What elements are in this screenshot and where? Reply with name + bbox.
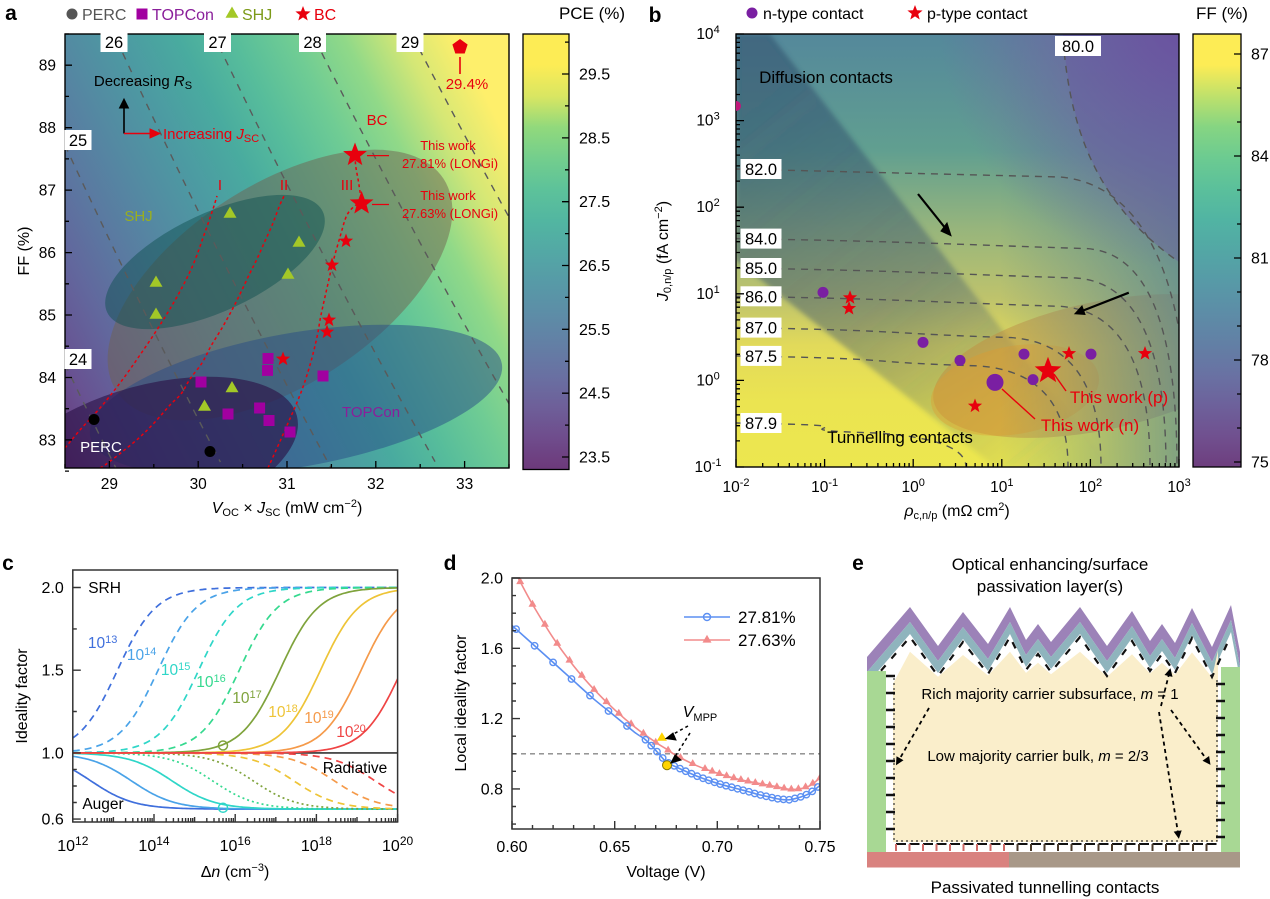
svg-text:III: III [341, 177, 354, 194]
svg-text:86: 86 [39, 245, 56, 262]
svg-text:Low majority carrier bulk, m =: Low majority carrier bulk, m = 2/3 [927, 748, 1148, 765]
svg-text:BC: BC [314, 7, 336, 24]
svg-text:b: b [649, 4, 662, 27]
svg-text:d: d [444, 552, 457, 575]
svg-text:87: 87 [1251, 47, 1269, 64]
svg-text:Decreasing RS: Decreasing RS [94, 73, 192, 92]
svg-text:27.63%: 27.63% [738, 631, 796, 650]
svg-text:84.0: 84.0 [745, 231, 777, 249]
svg-text:Radiative: Radiative [323, 760, 388, 777]
svg-text:85.0: 85.0 [745, 260, 777, 278]
svg-text:28.5: 28.5 [579, 130, 610, 147]
svg-text:0.75: 0.75 [804, 839, 835, 856]
svg-text:29.5: 29.5 [579, 67, 610, 84]
svg-text:BC: BC [367, 112, 388, 129]
svg-text:c: c [2, 552, 14, 575]
svg-text:89: 89 [39, 58, 56, 75]
svg-text:a: a [5, 2, 17, 25]
svg-text:27.81%: 27.81% [738, 608, 796, 627]
svg-text:Auger: Auger [82, 796, 123, 813]
svg-text:0.65: 0.65 [599, 839, 630, 856]
svg-text:88: 88 [39, 120, 56, 137]
svg-text:81: 81 [1251, 251, 1269, 268]
svg-text:ρc,n/p (mΩ cm2): ρc,n/p (mΩ cm2) [903, 501, 1009, 522]
svg-text:29: 29 [101, 476, 118, 493]
svg-text:Rich majority carrier subsurfa: Rich majority carrier subsurface, m = 1 [921, 686, 1178, 703]
svg-text:28: 28 [303, 34, 321, 52]
svg-text:Increasing JSC: Increasing JSC [163, 126, 259, 145]
svg-text:87.0: 87.0 [745, 320, 777, 338]
svg-text:24: 24 [69, 351, 87, 369]
svg-text:FF (%): FF (%) [16, 227, 33, 276]
svg-text:1.6: 1.6 [481, 641, 503, 658]
svg-text:VMPP: VMPP [683, 704, 718, 724]
svg-text:87: 87 [39, 183, 56, 200]
svg-text:This work: This work [420, 188, 476, 203]
svg-text:25.5: 25.5 [579, 322, 610, 339]
svg-text:32: 32 [367, 476, 384, 493]
svg-text:27.81% (LONGi): 27.81% (LONGi) [402, 156, 498, 171]
svg-text:0.70: 0.70 [702, 839, 733, 856]
svg-text:0.8: 0.8 [481, 781, 503, 798]
svg-text:80.0: 80.0 [1062, 38, 1094, 56]
svg-text:Diffusion contacts: Diffusion contacts [759, 68, 893, 87]
svg-text:29: 29 [401, 34, 419, 52]
svg-text:SHJ: SHJ [124, 208, 152, 225]
svg-text:n-type contact: n-type contact [763, 6, 864, 23]
svg-text:23.5: 23.5 [579, 450, 610, 467]
svg-text:J0,n/p (fA cm−2): J0,n/p (fA cm−2) [653, 201, 674, 302]
svg-text:2.0: 2.0 [42, 580, 64, 597]
svg-text:0.6: 0.6 [42, 812, 64, 829]
svg-text:27.63% (LONGi): 27.63% (LONGi) [402, 206, 498, 221]
svg-text:27: 27 [208, 34, 226, 52]
svg-text:25: 25 [69, 132, 87, 150]
svg-text:Voltage (V): Voltage (V) [626, 864, 705, 881]
svg-text:1.2: 1.2 [481, 711, 503, 728]
svg-text:82.0: 82.0 [745, 161, 777, 179]
svg-text:87.5: 87.5 [745, 348, 777, 366]
svg-text:84: 84 [1251, 149, 1269, 166]
svg-text:75: 75 [1251, 455, 1269, 472]
svg-text:Tunnelling contacts: Tunnelling contacts [827, 428, 973, 447]
svg-text:passivation layer(s): passivation layer(s) [977, 577, 1123, 596]
svg-text:e: e [852, 552, 864, 575]
svg-text:PERC: PERC [82, 7, 126, 24]
svg-text:SRH: SRH [88, 580, 121, 597]
svg-text:1.5: 1.5 [42, 663, 64, 680]
svg-text:II: II [280, 177, 288, 194]
svg-text:TOPCon: TOPCon [342, 404, 400, 421]
svg-text:26.5: 26.5 [579, 258, 610, 275]
svg-text:PCE (%): PCE (%) [559, 4, 625, 23]
svg-text:29.4%: 29.4% [446, 76, 489, 93]
svg-text:1.0: 1.0 [42, 745, 64, 762]
svg-text:Local ideality factor: Local ideality factor [453, 634, 470, 772]
svg-text:Ideality factor: Ideality factor [14, 648, 31, 744]
svg-text:83: 83 [39, 432, 56, 449]
svg-text:FF (%): FF (%) [1196, 4, 1248, 23]
svg-text:VOC × JSC (mW cm−2): VOC × JSC (mW cm−2) [212, 498, 363, 519]
svg-text:0.60: 0.60 [496, 839, 527, 856]
svg-text:30: 30 [190, 476, 208, 493]
svg-text:26: 26 [105, 34, 123, 52]
svg-text:78: 78 [1251, 353, 1269, 370]
svg-text:TOPCon: TOPCon [152, 7, 214, 24]
svg-text:86.0: 86.0 [745, 288, 777, 306]
svg-text:31: 31 [278, 476, 295, 493]
svg-text:This work: This work [420, 138, 476, 153]
svg-text:I: I [218, 177, 222, 194]
svg-text:87.9: 87.9 [745, 415, 777, 433]
svg-text:p-type contact: p-type contact [927, 6, 1028, 23]
svg-text:This work (n): This work (n) [1041, 416, 1139, 435]
svg-text:2.0: 2.0 [481, 571, 503, 588]
svg-text:33: 33 [456, 476, 473, 493]
svg-text:Optical enhancing/surface: Optical enhancing/surface [952, 555, 1149, 574]
svg-text:27.5: 27.5 [579, 194, 610, 211]
svg-text:85: 85 [39, 308, 56, 325]
svg-text:PERC: PERC [80, 439, 122, 456]
svg-text:84: 84 [39, 370, 57, 387]
svg-text:Passivated tunnelling contacts: Passivated tunnelling contacts [931, 878, 1160, 897]
svg-text:24.5: 24.5 [579, 386, 610, 403]
svg-text:This work (p): This work (p) [1070, 388, 1168, 407]
svg-text:SHJ: SHJ [242, 7, 272, 24]
